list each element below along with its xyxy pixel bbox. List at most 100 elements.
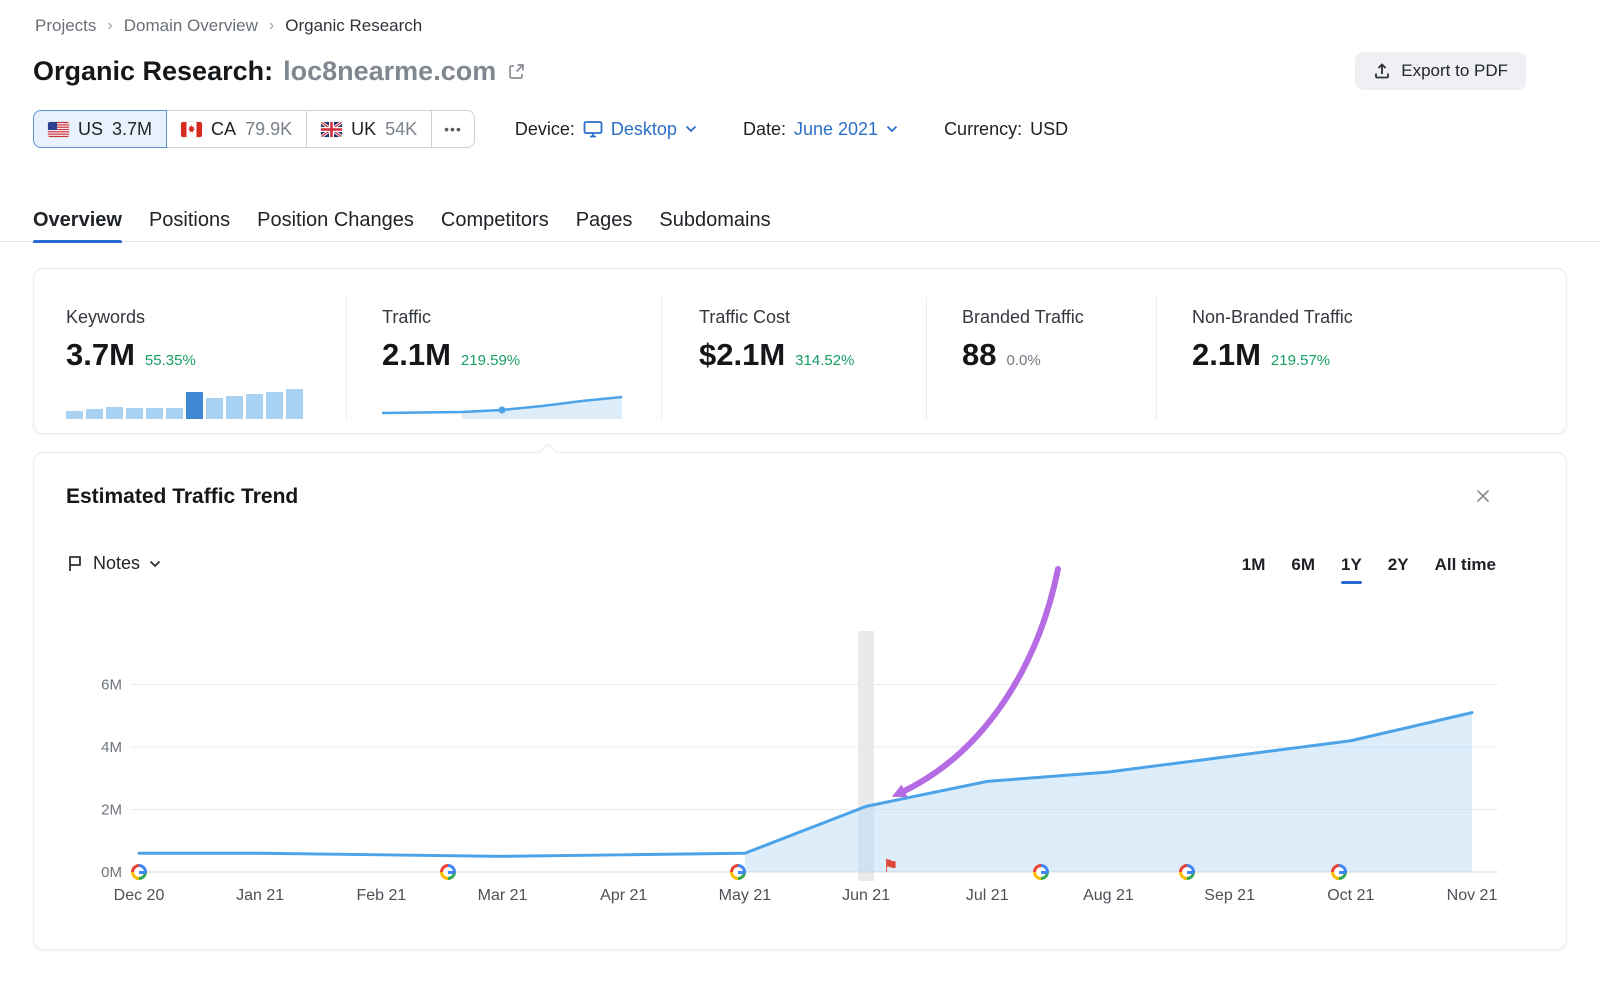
more-countries-button[interactable]: ••• <box>431 110 475 148</box>
divider <box>661 297 662 419</box>
breadcrumb-organic-research: Organic Research <box>285 16 423 35</box>
tab-subdomains[interactable]: Subdomains <box>659 209 771 231</box>
trend-line <box>137 711 1474 858</box>
spark-bar <box>186 392 203 419</box>
y-axis-label: 2M <box>101 802 122 819</box>
estimated-traffic-trend-panel: Estimated Traffic Trend Notes 1M 6M 1Y 2… <box>33 443 1567 950</box>
x-axis-label: Dec 20 <box>114 887 165 904</box>
range-2y[interactable]: 2Y <box>1387 555 1409 574</box>
y-axis-label: 6M <box>101 677 122 694</box>
date-filter: Date: June 2021 <box>743 119 898 140</box>
spark-bar <box>246 394 263 419</box>
spark-bar <box>226 396 243 419</box>
device-filter: Device: Desktop <box>515 119 697 140</box>
spark-dot <box>498 406 506 414</box>
country-selector: US 3.7M CA 79.9K UK 54K ••• <box>33 110 475 148</box>
chevron-down-icon[interactable] <box>685 125 697 133</box>
device-value[interactable]: Desktop <box>610 118 677 139</box>
close-icon[interactable] <box>1472 485 1494 507</box>
country-value: 3.7M <box>112 118 153 139</box>
google-update-icon[interactable] <box>1330 864 1347 880</box>
tab-overview[interactable]: Overview <box>33 200 122 243</box>
breadcrumb-projects[interactable]: Projects <box>35 16 97 35</box>
us-flag-icon <box>48 121 69 137</box>
traffic-sparkline <box>382 395 622 419</box>
metric-delta: 0.0% <box>1006 352 1041 369</box>
filter-bar: US 3.7M CA 79.9K UK 54K ••• Device: Desk… <box>33 110 1068 148</box>
spark-bar <box>166 408 183 419</box>
spark-bar <box>286 389 303 419</box>
metric-value: 2.1M <box>382 337 451 372</box>
keywords-sparkline <box>66 389 303 419</box>
chevron-down-icon[interactable] <box>886 125 898 133</box>
google-update-icon[interactable] <box>440 864 457 880</box>
currency-value: USD <box>1030 118 1069 139</box>
date-label: Date: <box>742 118 786 139</box>
breadcrumb-separator: › <box>268 17 275 34</box>
range-1m[interactable]: 1M <box>1241 555 1266 574</box>
y-axis-label: 0M <box>101 864 122 881</box>
x-axis-label: Jan 21 <box>236 887 284 904</box>
tab-competitors[interactable]: Competitors <box>440 209 549 231</box>
y-axis-label: 4M <box>101 739 122 756</box>
tab-pages[interactable]: Pages <box>575 209 633 231</box>
currency-label: Currency: <box>944 118 1023 139</box>
divider <box>346 297 347 419</box>
spark-bar <box>126 408 143 419</box>
x-axis-label: Sep 21 <box>1204 887 1255 904</box>
x-axis-label: Jul 21 <box>966 887 1009 904</box>
time-range-selector: 1M 6M 1Y 2Y All time <box>1241 555 1496 584</box>
export-icon <box>1373 62 1391 80</box>
country-tab-ca[interactable]: CA 79.9K <box>166 110 308 148</box>
page-header: Organic Research: loc8nearme.com Export … <box>33 52 1526 90</box>
note-flag-icon[interactable]: ⚑ <box>882 856 899 876</box>
divider <box>926 297 927 419</box>
main-tab-bar: Overview Positions Position Changes Comp… <box>0 200 1600 243</box>
trend-area-fill <box>744 712 1472 872</box>
uk-flag-icon <box>321 121 343 137</box>
country-tab-us[interactable]: US 3.7M <box>33 110 168 148</box>
notes-flag-icon <box>69 556 81 571</box>
export-to-pdf-button[interactable]: Export to PDF <box>1355 52 1526 90</box>
x-axis-label: Jun 21 <box>842 887 890 904</box>
date-value[interactable]: June 2021 <box>793 118 879 139</box>
export-label: Export to PDF <box>1401 61 1508 80</box>
x-axis-label: Feb 21 <box>356 887 406 904</box>
country-label: CA <box>211 118 237 139</box>
country-value: 54K <box>385 118 418 139</box>
domain-name: loc8nearme.com <box>283 55 497 86</box>
tab-positions[interactable]: Positions <box>148 209 231 231</box>
desktop-icon <box>583 121 603 138</box>
device-label: Device: <box>514 118 575 139</box>
range-1y[interactable]: 1Y <box>1341 555 1362 584</box>
breadcrumb-separator: › <box>107 17 113 34</box>
spark-bar <box>86 409 103 419</box>
country-tab-uk[interactable]: UK 54K <box>306 110 433 148</box>
metric-name: Non-Branded Traffic <box>1192 307 1353 327</box>
x-axis-label: Apr 21 <box>600 887 647 904</box>
range-all-time[interactable]: All time <box>1434 555 1496 574</box>
metric-name: Keywords <box>66 307 146 327</box>
spark-bar <box>266 392 283 419</box>
breadcrumb-domain-overview[interactable]: Domain Overview <box>123 16 258 35</box>
google-update-icon[interactable] <box>131 864 147 880</box>
annotation-arrow <box>891 566 1061 798</box>
google-update-icon[interactable] <box>1178 864 1195 880</box>
metric-name: Traffic <box>382 307 432 327</box>
range-6m[interactable]: 6M <box>1291 555 1315 574</box>
traffic-trend-chart: 0M 2M 4M 6M Dec 20 Jan 21 Feb 21 Mar 21 Apr 21 Ma… <box>101 566 1498 904</box>
google-update-icon[interactable] <box>1033 864 1050 880</box>
metric-value: 88 <box>962 337 997 372</box>
spark-bar <box>206 398 223 419</box>
notes-dropdown[interactable]: Notes <box>66 553 161 574</box>
country-value: 79.9K <box>245 118 293 139</box>
trend-title: Estimated Traffic Trend <box>66 485 299 508</box>
tab-position-changes[interactable]: Position Changes <box>257 209 414 231</box>
divider <box>1156 297 1157 419</box>
chevron-down-icon <box>149 560 161 567</box>
currency-filter: Currency: USD <box>944 119 1068 140</box>
metrics-summary-card: Keywords 3.7M 55.35% Traffic 2.1M 219.59… <box>33 268 1567 434</box>
google-update-icon[interactable] <box>729 864 746 880</box>
external-link-icon[interactable] <box>508 63 525 80</box>
metric-value: 2.1M <box>1192 337 1261 372</box>
